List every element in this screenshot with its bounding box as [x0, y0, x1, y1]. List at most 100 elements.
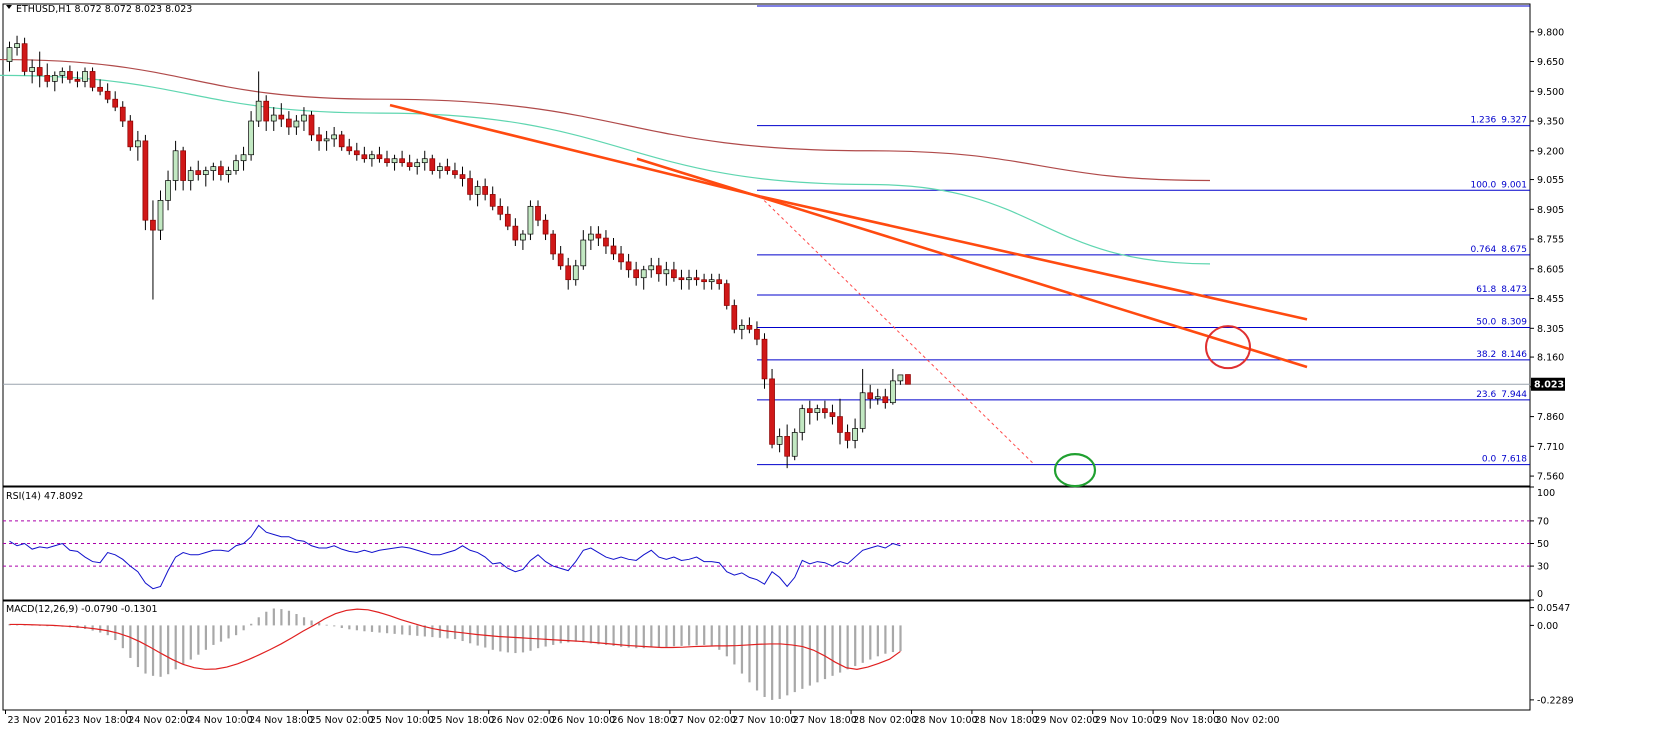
bullish-candle: [814, 408, 821, 413]
bullish-candle: [799, 408, 806, 433]
macd-histogram-bar: [280, 609, 283, 626]
moving-average-line: [0, 74, 1211, 265]
macd-histogram-bar: [680, 625, 683, 646]
macd-histogram-bar: [808, 625, 811, 686]
price-axis-label: 9.800: [1537, 27, 1564, 38]
bullish-candle: [293, 120, 300, 128]
bearish-candle: [595, 233, 602, 239]
macd-pane-frame: [2, 600, 1531, 711]
fib-level-ratio: 100.0: [1470, 180, 1496, 190]
bullish-candle: [874, 396, 881, 400]
bearish-candle: [104, 90, 111, 100]
macd-histogram-bar: [552, 625, 555, 645]
bullish-candle: [791, 432, 798, 457]
macd-histogram-bar: [688, 625, 691, 646]
time-axis-label: 26 Nov 10:00: [551, 715, 615, 726]
macd-histogram-bar: [778, 625, 781, 699]
fib-level-value: 8.675: [1501, 245, 1527, 255]
price-axis-label: 8.905: [1537, 205, 1564, 216]
macd-histogram-bar: [446, 625, 449, 639]
price-axis-label: 8.305: [1537, 324, 1564, 335]
bearish-candle: [542, 219, 549, 235]
bullish-candle: [414, 162, 421, 168]
bearish-candle: [844, 432, 851, 441]
bearish-candle: [67, 71, 73, 80]
macd-histogram-bar: [559, 625, 562, 644]
macd-histogram-bar: [340, 625, 343, 629]
downtrend-line-mid: [759, 195, 1308, 321]
price-axis-label: 9.350: [1537, 117, 1564, 128]
bullish-candle: [331, 134, 337, 140]
bearish-candle: [444, 166, 451, 171]
fib-level-value: 8.309: [1501, 318, 1527, 328]
price-axis-label: 7.560: [1537, 472, 1564, 483]
time-axis-label: 24 Nov 18:00: [249, 715, 313, 726]
macd-histogram-bar: [318, 622, 321, 626]
price-axis-label: 9.500: [1537, 87, 1564, 98]
macd-histogram-bar: [839, 625, 842, 673]
fib-level-label: 61.8 8.473: [1476, 285, 1527, 295]
bullish-candle: [738, 324, 745, 330]
macd-histogram-bar: [567, 625, 570, 643]
time-axis-label: 29 Nov 18:00: [1155, 715, 1219, 726]
bullish-candle: [187, 170, 194, 181]
macd-histogram-bar: [257, 617, 260, 626]
macd-histogram-bar: [506, 625, 509, 653]
bullish-candle: [776, 436, 783, 445]
bullish-candle: [301, 114, 307, 122]
bullish-candle: [640, 269, 647, 279]
macd-histogram-bar: [544, 625, 547, 647]
rsi-line: [9, 524, 901, 590]
macd-histogram-bar: [861, 625, 864, 663]
fib-level-value: 8.473: [1501, 285, 1527, 295]
time-axis-label: 23 Nov 2016: [8, 715, 69, 726]
last-price-tag: [1531, 377, 1565, 391]
macd-histogram-bar: [582, 625, 585, 643]
macd-histogram-bar: [620, 625, 623, 647]
macd-histogram-bar: [476, 625, 479, 646]
fib-level-label: 50.0 8.309: [1476, 318, 1527, 328]
bullish-candle: [520, 233, 526, 241]
bearish-candle: [74, 79, 81, 82]
bearish-candle: [784, 436, 791, 457]
bearish-candle: [746, 324, 753, 330]
fib-level-value: 9.327: [1501, 116, 1527, 126]
bearish-candle: [263, 100, 270, 122]
bullish-candle: [889, 380, 896, 404]
time-axis-label: 24 Nov 10:00: [189, 715, 253, 726]
macd-histogram-bar: [227, 625, 230, 639]
macd-histogram-bar: [748, 625, 751, 683]
price-axis-label: 7.710: [1537, 442, 1564, 453]
bearish-candle: [806, 408, 813, 413]
macd-histogram-bar: [763, 625, 766, 697]
bullish-candle: [51, 75, 58, 82]
bearish-candle: [822, 408, 828, 413]
bearish-candle: [550, 233, 556, 255]
macd-histogram-bar: [136, 625, 140, 668]
macd-axis-label: 0.0547: [1537, 603, 1570, 614]
fib-level-label: 100.0 9.001: [1470, 180, 1527, 190]
price-axis-label: 8.455: [1537, 294, 1564, 305]
bearish-candle: [36, 67, 43, 76]
macd-histogram-bar: [355, 625, 358, 631]
bullish-candle: [859, 392, 866, 429]
bearish-candle: [97, 86, 103, 92]
macd-histogram-bar: [597, 625, 600, 645]
macd-histogram-bar: [401, 625, 404, 635]
macd-histogram-bar: [182, 625, 185, 665]
macd-histogram-bar: [650, 625, 653, 648]
macd-axis-label: 0.00: [1537, 621, 1558, 632]
macd-histogram-bar: [272, 608, 275, 626]
macd-histogram-bar: [363, 625, 366, 632]
fib-level-value: 8.146: [1501, 350, 1527, 360]
moving-average-line: [0, 58, 1211, 182]
macd-histogram-bar: [431, 625, 434, 638]
macd-histogram-bar: [189, 625, 192, 660]
bullish-candle: [248, 120, 254, 156]
bearish-candle: [625, 261, 632, 271]
bearish-candle: [905, 374, 911, 385]
bearish-candle: [142, 140, 149, 221]
bearish-candle: [119, 106, 126, 122]
bearish-candle: [497, 205, 504, 215]
